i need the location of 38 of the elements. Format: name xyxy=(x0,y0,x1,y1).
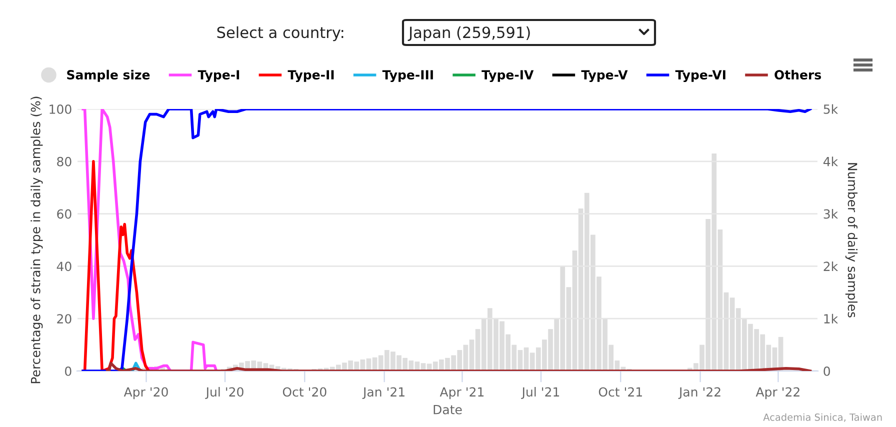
line-series xyxy=(82,109,812,371)
y2-tick-label: 5k xyxy=(824,104,838,114)
legend-label: Type-V xyxy=(581,70,628,82)
legend-label: Type-VI xyxy=(675,70,726,82)
x-tick-label: Jul '20 xyxy=(205,386,244,399)
y-tick-label: 80 xyxy=(57,156,72,166)
line-series xyxy=(82,160,150,371)
x-tick-label: Jan '21 xyxy=(362,387,404,399)
legend-label: Type-IV xyxy=(482,70,534,82)
y2-tick-label: 3k xyxy=(824,209,838,219)
y-axis-title: Percentage of strain type in daily samples (%) xyxy=(30,96,43,384)
line-series xyxy=(106,362,812,371)
y-tick-label: 60 xyxy=(57,209,72,219)
y2-tick-label: 4k xyxy=(823,156,838,166)
y-tick-label: 20 xyxy=(57,314,72,324)
text: Academia Sinica, Taiwan xyxy=(763,413,882,422)
legend-label: Type-III xyxy=(382,70,433,82)
x-tick-label: Jul '21 xyxy=(521,386,560,399)
x-tick-label: Apr '21 xyxy=(440,387,484,400)
legend-label: Others xyxy=(774,70,821,80)
x-tick-label: Apr '20 xyxy=(124,387,168,400)
y2-tick-label: 0 xyxy=(824,366,830,376)
x-tick-label: Oct '21 xyxy=(598,387,642,397)
x-axis-title: Date xyxy=(434,405,462,414)
y2-tick-label: 2k xyxy=(824,261,838,271)
legend-label: Type-I xyxy=(198,70,240,82)
y-tick-label: 100 xyxy=(50,104,72,114)
legend-label: Type-II xyxy=(288,70,334,82)
text: Japan (259,591) xyxy=(408,26,530,42)
x-tick-label: Apr '22 xyxy=(756,387,800,400)
x-tick-label: Jan '22 xyxy=(678,387,720,399)
legend-label: Sample size xyxy=(67,70,150,82)
x-tick-label: Oct '20 xyxy=(282,387,326,397)
y-tick-label: 0 xyxy=(65,366,72,376)
text: Select a country: xyxy=(217,26,344,42)
y-tick-label: 40 xyxy=(56,262,72,272)
y2-axis-title: Number of daily samples xyxy=(845,163,858,318)
y2-tick-label: 1k xyxy=(824,314,838,324)
